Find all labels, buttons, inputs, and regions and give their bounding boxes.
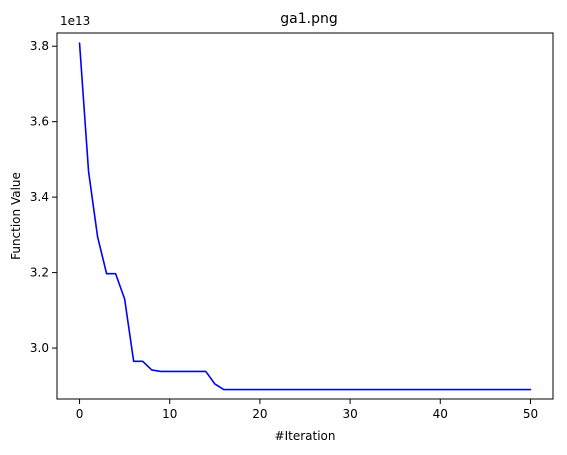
plot-area: [56, 32, 554, 400]
chart-title: ga1.png: [280, 11, 337, 27]
y-axis-ticks: 3.0 3.2 3.4 3.6 3.8: [30, 39, 57, 355]
y-tick-label: 3.0: [30, 341, 49, 355]
x-tick-label: 0: [76, 407, 84, 421]
y-axis-title: Function Value: [9, 172, 23, 260]
x-axis-title: #Iteration: [275, 429, 336, 443]
x-tick-label: 20: [252, 407, 267, 421]
y-tick-label: 3.8: [30, 39, 49, 53]
y-tick-label: 3.6: [30, 115, 49, 129]
plot-frame: [56, 32, 554, 400]
y-tick-label: 3.2: [30, 266, 49, 280]
x-axis-ticks: 0 10 20 30 40 50: [76, 399, 538, 421]
x-tick-label: 10: [162, 407, 177, 421]
y-axis-offset-label: 1e13: [60, 14, 90, 28]
x-tick-label: 30: [342, 407, 357, 421]
x-tick-label: 40: [433, 407, 448, 421]
x-tick-label: 50: [523, 407, 538, 421]
series-line: [78, 42, 532, 391]
y-tick-label: 3.4: [30, 190, 49, 204]
